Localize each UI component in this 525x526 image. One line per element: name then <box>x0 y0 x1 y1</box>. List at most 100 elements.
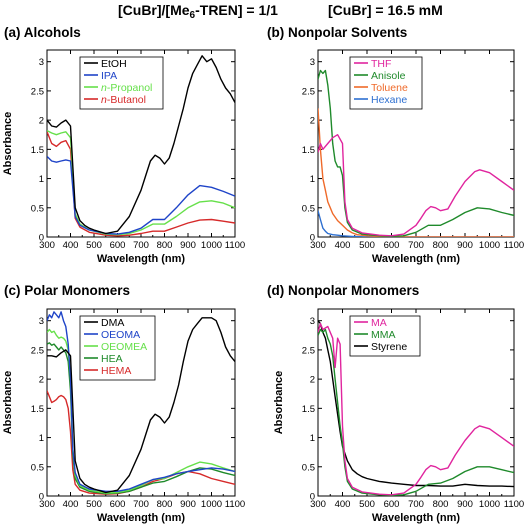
series-group <box>47 311 235 495</box>
x-tick-label: 1000 <box>201 499 222 510</box>
y-tick-label: 0.5 <box>302 203 315 214</box>
x-tick-label: 900 <box>180 499 196 510</box>
y-tick-label: 0 <box>39 492 44 503</box>
x-tick-label: 400 <box>335 499 351 510</box>
y-tick-label: 2 <box>310 375 315 386</box>
y-tick-label: 0.5 <box>31 462 44 473</box>
series-group <box>318 320 514 496</box>
legend-entry: Toluene <box>371 82 408 94</box>
legend-box <box>349 56 423 110</box>
y-tick-label: 1 <box>310 433 315 444</box>
series-line <box>47 328 235 494</box>
y-tick-label: 3 <box>310 57 315 68</box>
x-tick-label: 400 <box>335 240 351 251</box>
y-tick-label: 2.5 <box>31 345 44 356</box>
legend-entry: DMA <box>101 317 124 329</box>
x-axis-label: Wavelength (nm) <box>372 512 461 524</box>
y-tick-label: 1.5 <box>302 404 315 415</box>
x-tick-label: 700 <box>408 499 424 510</box>
legend-entry: MA <box>371 317 387 329</box>
x-tick-label: 400 <box>63 499 79 510</box>
series-line <box>47 55 235 235</box>
x-tick-label: 600 <box>384 240 400 251</box>
x-tick-label: 1000 <box>201 240 222 251</box>
x-tick-label: 300 <box>39 240 55 251</box>
y-tick-label: 2 <box>39 116 44 127</box>
legend-box <box>79 56 164 110</box>
legend-entry: n-Propanol <box>101 82 152 94</box>
y-tick-label: 3 <box>39 316 44 327</box>
chart-panel-0: (a) Alcohols 300 400 500 600 700 800 900 1000 110… <box>2 25 245 265</box>
legend-entry: HEA <box>101 353 123 365</box>
chart-panel-2: (c) Polar Monomers 300 400 500 600 700 800 900 1… <box>2 283 245 524</box>
x-tick-label: 1000 <box>479 499 500 510</box>
x-tick-label: 900 <box>457 240 473 251</box>
y-tick-label: 1.5 <box>302 145 315 156</box>
x-tick-label: 700 <box>133 499 149 510</box>
x-axis-label: Wavelength (nm) <box>372 253 461 265</box>
y-tick-label: 2 <box>310 116 315 127</box>
legend-entry: THF <box>371 58 391 70</box>
y-tick-label: 0 <box>310 233 315 244</box>
y-axis-label: Absorbance <box>273 371 285 435</box>
y-tick-label: 2.5 <box>31 86 44 97</box>
legend-entry: Hexane <box>371 94 407 106</box>
y-tick-label: 2 <box>39 375 44 386</box>
x-tick-label: 1100 <box>504 240 524 251</box>
x-tick-label: 800 <box>157 499 173 510</box>
chart-title: (c) Polar Monomers <box>4 283 130 298</box>
series-line <box>318 69 514 237</box>
x-tick-label: 1100 <box>225 240 245 251</box>
y-axis-label: Absorbance <box>2 371 14 435</box>
x-tick-label: 300 <box>310 240 326 251</box>
series-line <box>318 320 514 488</box>
series-line <box>47 317 235 494</box>
x-tick-label: 500 <box>359 499 375 510</box>
x-tick-label: 300 <box>39 499 55 510</box>
header-ratio: [CuBr]/[Me6-TREN] = 1/1 <box>118 2 278 21</box>
series-line <box>47 342 235 495</box>
series-line <box>318 328 514 496</box>
y-tick-label: 3 <box>39 57 44 68</box>
chart-panel-1: (b) Nonpolar Solvents 300 400 500 600 700 800 9… <box>267 25 524 265</box>
x-tick-label: 900 <box>457 499 473 510</box>
legend-entry: IPA <box>101 70 117 82</box>
x-tick-label: 1000 <box>479 240 500 251</box>
y-tick-label: 1 <box>310 174 315 185</box>
legend-entry: Anisole <box>371 70 406 82</box>
chart-panel-3: (d) Nonpolar Monomers 300 400 500 600 700 800 9… <box>267 283 524 524</box>
legend-entry: HEMA <box>101 365 131 377</box>
y-tick-label: 1.5 <box>31 145 44 156</box>
x-tick-label: 800 <box>433 240 449 251</box>
y-tick-label: 1.5 <box>31 404 44 415</box>
series-line <box>318 133 514 237</box>
series-group <box>318 69 514 237</box>
legend-entry: n-Butanol <box>101 94 146 106</box>
y-tick-label: 0.5 <box>302 462 315 473</box>
legend-entry: MMA <box>371 329 396 341</box>
x-tick-label: 600 <box>110 499 126 510</box>
legend-entry: OEOMEA <box>101 341 147 353</box>
x-tick-label: 300 <box>310 499 326 510</box>
x-tick-label: 600 <box>384 499 400 510</box>
series-line <box>47 131 235 237</box>
series-line <box>47 311 235 492</box>
legend-entry: EtOH <box>101 58 127 70</box>
y-tick-label: 0 <box>310 492 315 503</box>
chart-title: (b) Nonpolar Solvents <box>267 25 407 40</box>
x-tick-label: 500 <box>359 240 375 251</box>
x-tick-label: 400 <box>63 240 79 251</box>
y-tick-label: 0.5 <box>31 203 44 214</box>
series-line <box>47 155 235 235</box>
x-tick-label: 700 <box>133 240 149 251</box>
y-tick-label: 2.5 <box>302 345 315 356</box>
y-tick-label: 3 <box>310 316 315 327</box>
x-tick-label: 800 <box>433 499 449 510</box>
y-tick-label: 1 <box>39 174 44 185</box>
x-axis-label: Wavelength (nm) <box>97 253 186 265</box>
x-tick-label: 900 <box>180 240 196 251</box>
